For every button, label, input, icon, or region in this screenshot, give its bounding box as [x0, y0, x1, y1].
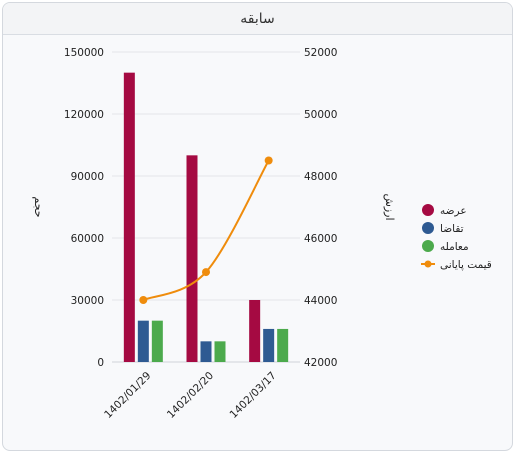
line-point-1	[202, 268, 210, 277]
y-right-tick-label: 48000	[304, 171, 337, 183]
bar-تقاضا-1	[200, 341, 212, 362]
legend-marker	[422, 240, 434, 252]
bar-عرضه-0	[123, 72, 135, 363]
line-point-2	[264, 156, 273, 165]
legend-label[interactable]: قیمت پایانی	[440, 259, 492, 271]
bar-تقاضا-2	[263, 328, 275, 362]
legend-label[interactable]: عرضه	[440, 205, 467, 217]
y-left-tick-label: 150000	[64, 47, 104, 59]
y-left-tick-label: 30000	[71, 295, 104, 307]
x-tick-label: 1402/03/17	[228, 370, 279, 421]
legend-label[interactable]: معامله	[440, 241, 469, 253]
y-left-tick-label: 60000	[71, 233, 104, 245]
legend-line-point	[424, 260, 432, 268]
bar-عرضه-1	[186, 155, 198, 362]
bars-layer	[123, 72, 289, 363]
legend-marker	[422, 204, 434, 216]
line-point-0	[139, 296, 148, 304]
y-right-tick-label: 52000	[304, 47, 337, 59]
y-left-tick-label: 120000	[64, 109, 104, 121]
legend-layer: عرضه تقاضا معامله قیمت پایانی	[421, 204, 492, 271]
axis-layer: 0 30000 60000 90000 120000 150000 42000 44000 46…	[32, 47, 396, 421]
bar-معامله-1	[214, 341, 226, 362]
bar-معامله-0	[151, 320, 163, 362]
y-left-tick-label: 90000	[71, 171, 104, 183]
y-left-axis-title: حجم	[32, 196, 45, 217]
y-left-tick-label: 0	[97, 357, 104, 369]
x-tick-label: 1402/01/29	[102, 370, 153, 421]
legend-marker	[422, 222, 434, 234]
panel-title: سابقه	[3, 3, 512, 35]
x-tick-label: 1402/02/20	[165, 370, 216, 421]
y-right-tick-label: 44000	[304, 295, 337, 307]
y-right-tick-label: 42000	[304, 357, 337, 369]
bar-معامله-2	[277, 328, 289, 362]
y-right-axis-title: ارزش	[383, 193, 396, 220]
y-right-tick-label: 50000	[304, 109, 337, 121]
bar-تقاضا-0	[137, 320, 149, 362]
bar-عرضه-2	[249, 300, 261, 362]
line-قیمت پایانی	[142, 160, 270, 301]
line-layer	[139, 156, 273, 304]
y-right-tick-label: 46000	[304, 233, 337, 245]
legend-label[interactable]: تقاضا	[440, 223, 464, 235]
grid-layer	[112, 51, 300, 363]
